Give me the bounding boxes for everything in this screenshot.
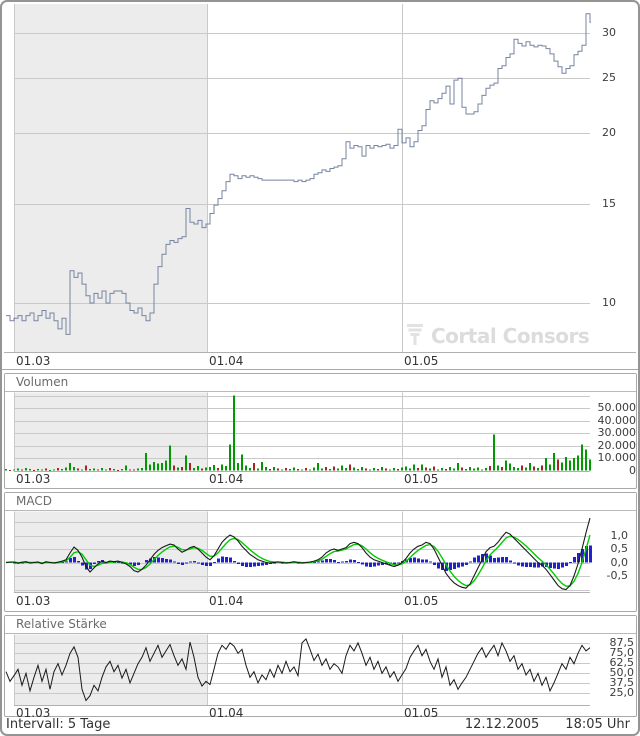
volume-panel-title: Volumen: [5, 374, 636, 392]
price-y-axis-label: 30: [602, 26, 616, 40]
macd-panel-title: MACD: [5, 493, 636, 511]
volume-y-axis-label: 50.000: [597, 401, 637, 414]
rsi-y-axis-label: 87,5: [609, 636, 635, 650]
macd-y-axis-label: 0,0: [610, 555, 629, 569]
rsi-x-axis-label: 01.05: [404, 706, 439, 720]
rsi-x-axis-label: 01.03: [16, 706, 51, 720]
price-y-axis-label: 20: [602, 125, 616, 139]
date-label: 12.12.2005: [464, 717, 540, 732]
macd-y-axis-label: -0,5: [606, 569, 628, 582]
volume-y-axis-label: 10.000: [597, 451, 637, 464]
price-panel-separator: [2, 369, 638, 370]
price-y-axis-label: 10: [602, 296, 616, 309]
interval-label: Intervall: 5 Tage: [6, 717, 111, 732]
volume-y-axis-label: 20.000: [597, 438, 637, 452]
rsi-y-axis-label: 75,0: [609, 646, 635, 660]
volume-y-axis-label: 30.000: [597, 426, 637, 439]
volume-y-axis-label: 40.000: [597, 413, 637, 427]
price-x-axis-label: 01.04: [209, 354, 244, 368]
volume-panel: Volumen: [4, 373, 637, 489]
price-y-axis-label: 15: [602, 196, 616, 210]
volume-x-axis-label: 01.04: [209, 472, 244, 486]
volume-x-axis-label: 01.05: [404, 472, 439, 486]
macd-x-axis-label: 01.05: [404, 594, 439, 608]
rsi-panel-title: Relative Stärke: [5, 616, 636, 634]
time-label: 18:05 Uhr: [565, 717, 630, 732]
macd-y-axis-label: 1,0: [610, 528, 629, 542]
rsi-y-axis-label: 62,5: [609, 656, 635, 670]
price-x-axis-label: 01.03: [16, 354, 51, 368]
brand-watermark-label: Cortal Consors: [431, 324, 590, 348]
price-x-axis-label: 01.05: [404, 354, 439, 368]
price-y-axis-label: 25: [602, 71, 616, 85]
macd-x-axis-label: 01.03: [16, 594, 51, 608]
volume-y-axis-label: 0: [629, 463, 636, 477]
rsi-x-axis-label: 01.04: [209, 706, 244, 720]
brand-watermark: Cortal Consors: [406, 323, 590, 349]
volume-x-axis-label: 01.03: [16, 472, 51, 486]
rsi-y-axis-label: 25,0: [609, 686, 635, 700]
rsi-y-axis-label: 50,0: [609, 666, 635, 680]
rsi-y-axis-label: 37,5: [609, 676, 635, 690]
timestamp: 12.12.2005 18:05 Uhr: [465, 717, 630, 732]
cortal-consors-logo-icon: [406, 323, 424, 349]
macd-x-axis-label: 01.04: [209, 594, 244, 608]
macd-y-axis-label: 0,5: [610, 542, 629, 555]
